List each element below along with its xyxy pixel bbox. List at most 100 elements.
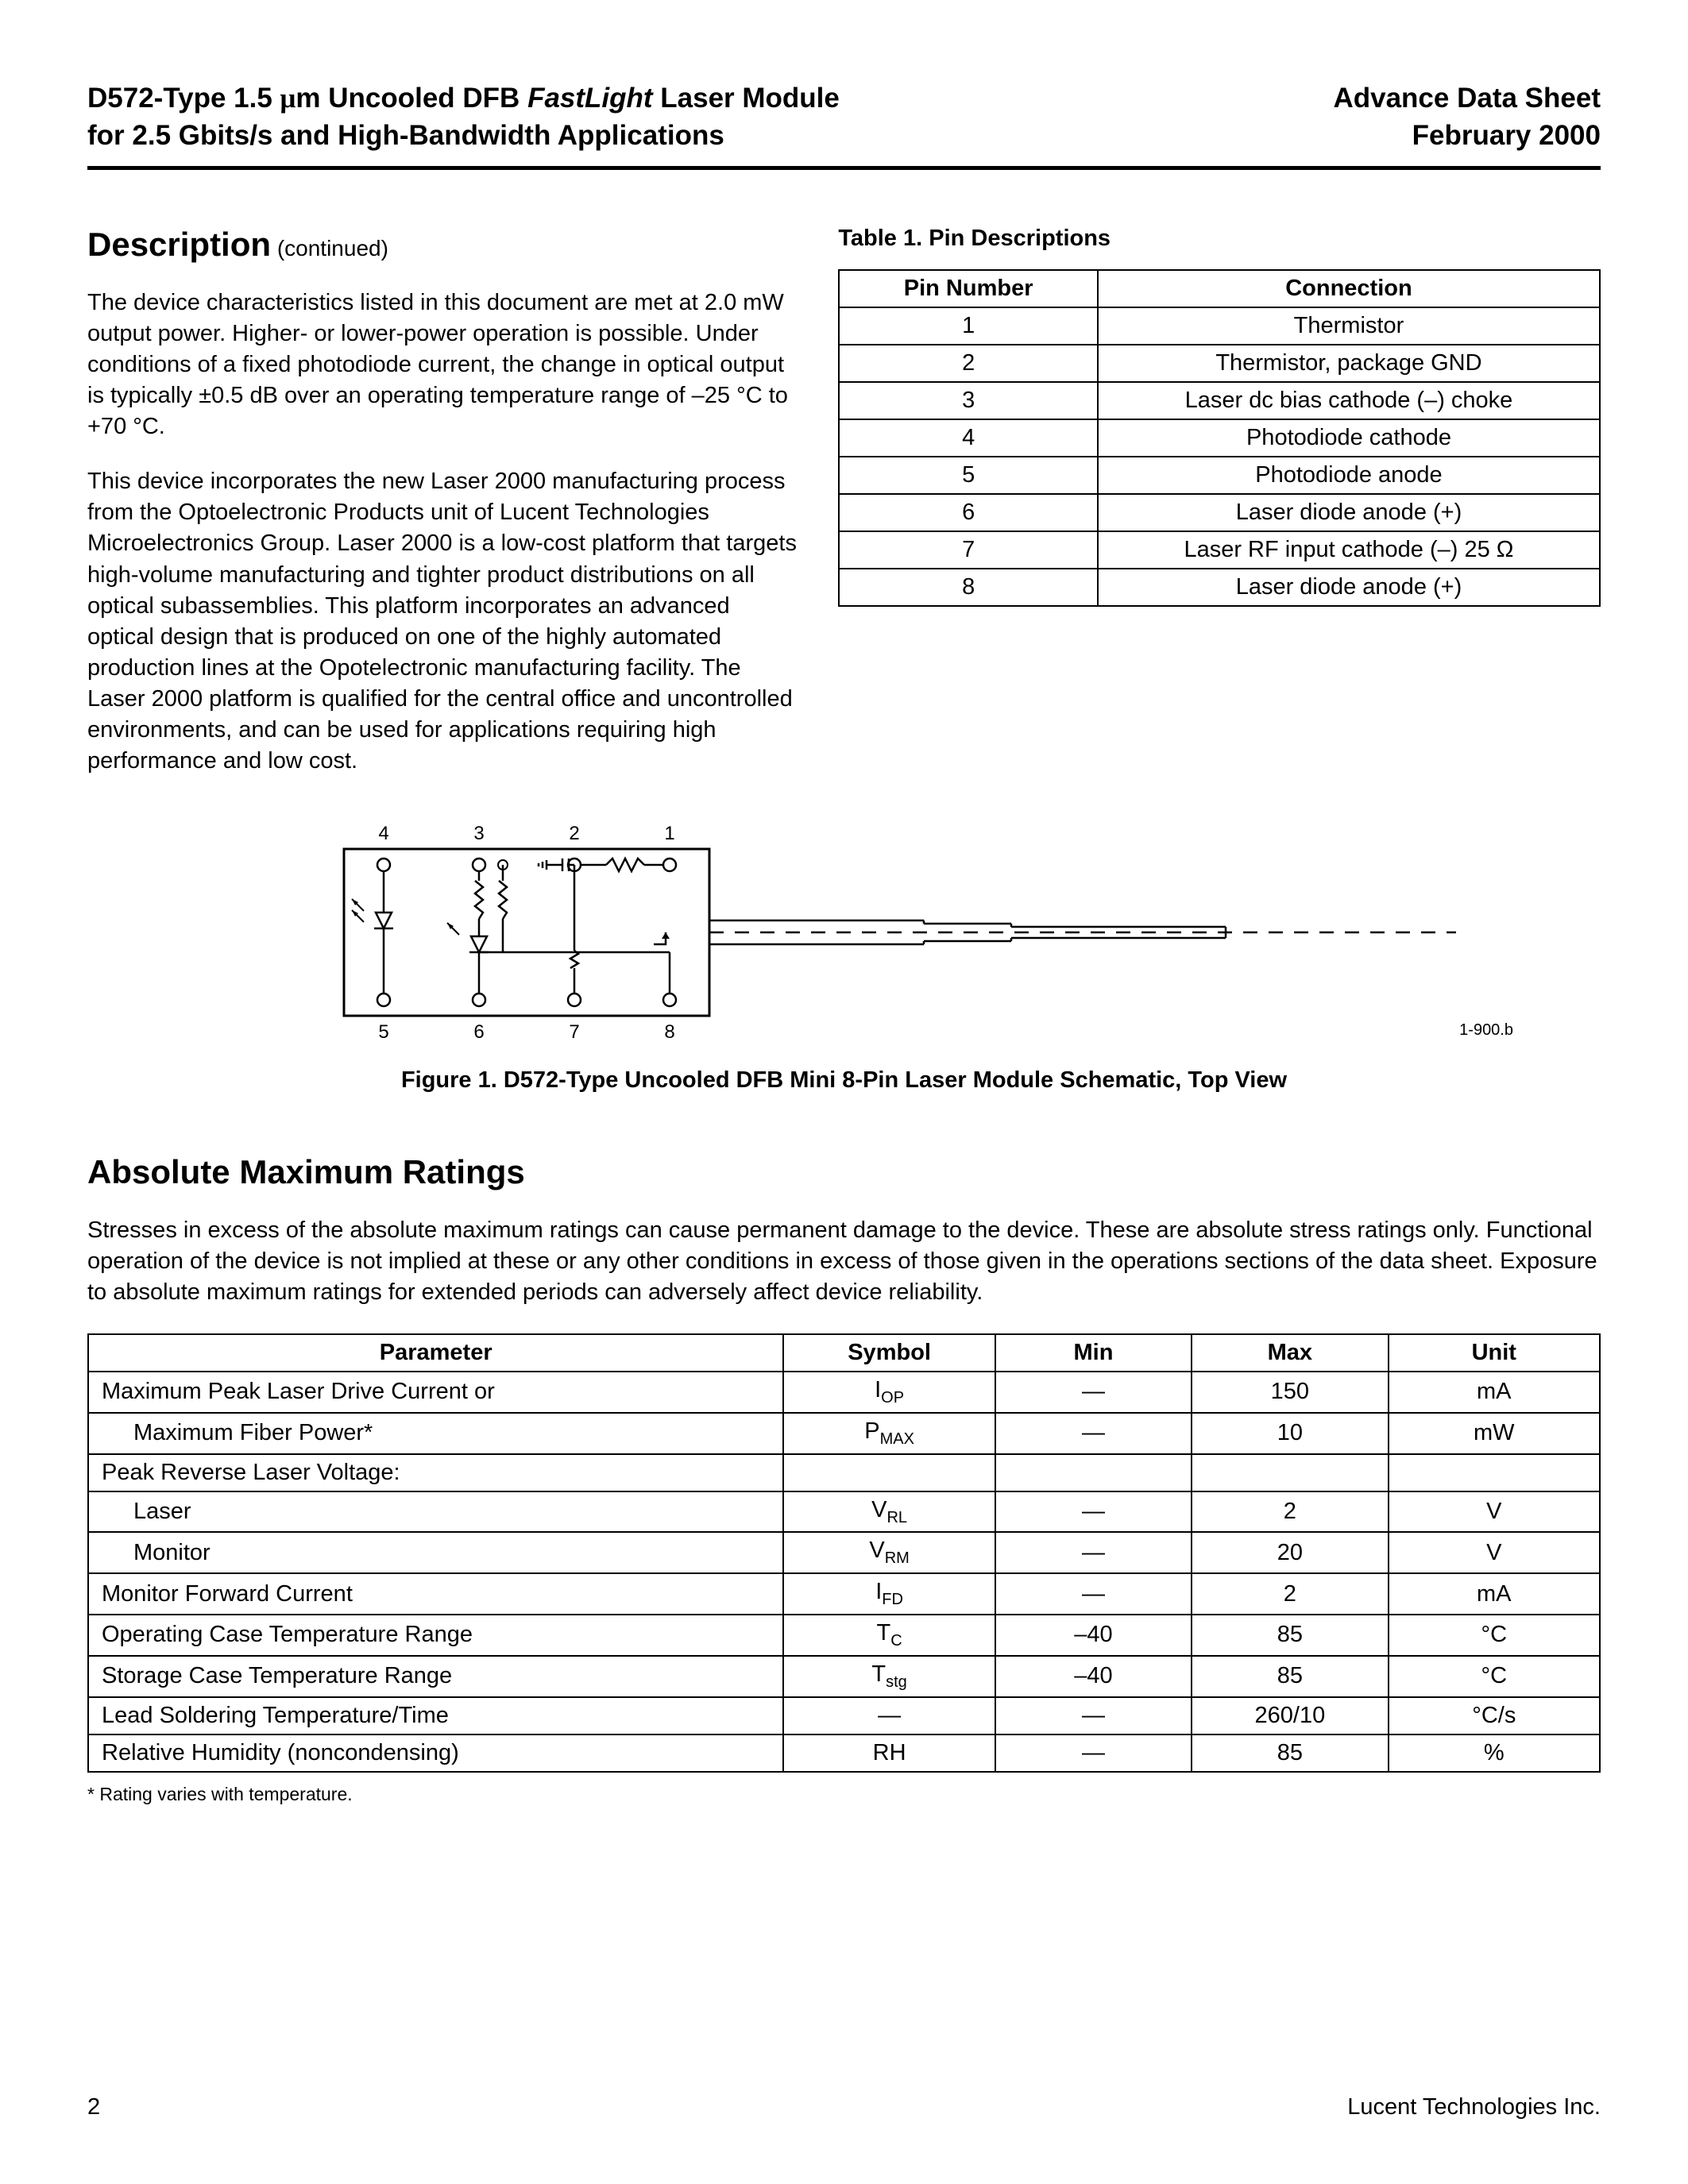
table-row: 3Laser dc bias cathode (–) choke (839, 382, 1600, 419)
param: Peak Reverse Laser Voltage: (88, 1454, 783, 1491)
pin-num: 5 (839, 457, 1098, 494)
pin-num: 7 (839, 531, 1098, 569)
min: –40 (995, 1615, 1192, 1656)
svg-text:1: 1 (664, 823, 674, 844)
two-column-layout: Description (continued) The device chara… (87, 226, 1601, 778)
param: Maximum Fiber Power* (88, 1413, 783, 1454)
symbol: — (783, 1697, 995, 1734)
unit: °C (1389, 1656, 1600, 1697)
min: — (995, 1491, 1192, 1533)
symbol: IFD (783, 1573, 995, 1615)
title-line2: for 2.5 Gbits/s and High-Bandwidth Appli… (87, 120, 724, 151)
svg-text:7: 7 (569, 1021, 579, 1040)
symbol: Tstg (783, 1656, 995, 1697)
table-row: Lead Soldering Temperature/Time — — 260/… (88, 1697, 1600, 1734)
table-row: 2Thermistor, package GND (839, 345, 1600, 382)
right-column: Table 1. Pin Descriptions Pin Number Con… (838, 226, 1601, 778)
pin-conn: Thermistor, package GND (1098, 345, 1600, 382)
pin-conn: Laser RF input cathode (–) 25 Ω (1098, 531, 1600, 569)
table-row: 5Photodiode anode (839, 457, 1600, 494)
param: Storage Case Temperature Range (88, 1656, 783, 1697)
max: 2 (1192, 1491, 1388, 1533)
doc-type: Advance Data Sheet (1333, 83, 1601, 114)
min: — (995, 1372, 1192, 1413)
min (995, 1454, 1192, 1491)
param: Monitor Forward Current (88, 1573, 783, 1615)
table-row: Maximum Peak Laser Drive Current or IOP … (88, 1372, 1600, 1413)
ratings-table: Parameter Symbol Min Max Unit Maximum Pe… (87, 1333, 1601, 1773)
pin-conn: Laser diode anode (+) (1098, 494, 1600, 531)
table-row: 1Thermistor (839, 307, 1600, 345)
col-unit: Unit (1389, 1334, 1600, 1372)
max: 260/10 (1192, 1697, 1388, 1734)
unit: mA (1389, 1573, 1600, 1615)
description-p1: The device characteristics listed in thi… (87, 287, 798, 443)
schematic-diagram: 4 3 2 1 5 6 7 8 (209, 817, 1480, 1040)
max: 85 (1192, 1615, 1388, 1656)
col-parameter: Parameter (88, 1334, 783, 1372)
table-header-row: Parameter Symbol Min Max Unit (88, 1334, 1600, 1372)
max: 10 (1192, 1413, 1388, 1454)
doc-date: February 2000 (1412, 120, 1601, 151)
title-text: Laser Module (653, 83, 840, 114)
param: Lead Soldering Temperature/Time (88, 1697, 783, 1734)
max: 2 (1192, 1573, 1388, 1615)
header-right: Advance Data Sheet February 2000 (1333, 79, 1601, 155)
pin-num: 1 (839, 307, 1098, 345)
pin-conn: Laser diode anode (+) (1098, 569, 1600, 606)
pin-num: 4 (839, 419, 1098, 457)
title-text: m Uncooled DFB (295, 83, 527, 114)
svg-text:5: 5 (378, 1021, 388, 1040)
pin-num: 3 (839, 382, 1098, 419)
max: 20 (1192, 1532, 1388, 1573)
table-row: Monitor Forward Current IFD — 2 mA (88, 1573, 1600, 1615)
max: 85 (1192, 1656, 1388, 1697)
left-column: Description (continued) The device chara… (87, 226, 798, 778)
table-row: Operating Case Temperature Range TC –40 … (88, 1615, 1600, 1656)
symbol: IOP (783, 1372, 995, 1413)
description-heading: Description (continued) (87, 226, 798, 264)
ratings-footnote: * Rating varies with temperature. (87, 1784, 1601, 1805)
svg-text:8: 8 (664, 1021, 674, 1040)
min: — (995, 1413, 1192, 1454)
table-row: 7Laser RF input cathode (–) 25 Ω (839, 531, 1600, 569)
col-min: Min (995, 1334, 1192, 1372)
figure-1: 4 3 2 1 5 6 7 8 (87, 817, 1601, 1094)
svg-text:3: 3 (473, 823, 484, 844)
product-name: FastLight (527, 83, 652, 114)
col-max: Max (1192, 1334, 1388, 1372)
page-header: D572-Type 1.5 μm Uncooled DFB FastLight … (87, 79, 1601, 170)
table-row: Storage Case Temperature Range Tstg –40 … (88, 1656, 1600, 1697)
unit: °C (1389, 1615, 1600, 1656)
param: Laser (88, 1491, 783, 1533)
table-header-row: Pin Number Connection (839, 270, 1600, 307)
title-text: D572-Type 1.5 (87, 83, 280, 114)
min: — (995, 1532, 1192, 1573)
continued-label: (continued) (271, 236, 388, 260)
table-row: 6Laser diode anode (+) (839, 494, 1600, 531)
header-title: D572-Type 1.5 μm Uncooled DFB FastLight … (87, 79, 840, 155)
unit (1389, 1454, 1600, 1491)
symbol: VRL (783, 1491, 995, 1533)
page-number: 2 (87, 2094, 100, 2120)
ratings-heading: Absolute Maximum Ratings (87, 1153, 1601, 1191)
max: 150 (1192, 1372, 1388, 1413)
unit: V (1389, 1532, 1600, 1573)
symbol: PMAX (783, 1413, 995, 1454)
table-row: Monitor VRM — 20 V (88, 1532, 1600, 1573)
unit: mW (1389, 1413, 1600, 1454)
pin-conn: Photodiode anode (1098, 457, 1600, 494)
param: Relative Humidity (noncondensing) (88, 1734, 783, 1772)
symbol: RH (783, 1734, 995, 1772)
symbol: TC (783, 1615, 995, 1656)
pin-conn: Thermistor (1098, 307, 1600, 345)
col-connection: Connection (1098, 270, 1600, 307)
table-row: Relative Humidity (noncondensing) RH — 8… (88, 1734, 1600, 1772)
schematic-row: 4 3 2 1 5 6 7 8 (87, 817, 1601, 1040)
table-row: 4Photodiode cathode (839, 419, 1600, 457)
pin-descriptions-table: Pin Number Connection 1Thermistor 2Therm… (838, 269, 1601, 607)
symbol: VRM (783, 1532, 995, 1573)
unit: V (1389, 1491, 1600, 1533)
unit: °C/s (1389, 1697, 1600, 1734)
ratings-intro: Stresses in excess of the absolute maxim… (87, 1215, 1601, 1308)
